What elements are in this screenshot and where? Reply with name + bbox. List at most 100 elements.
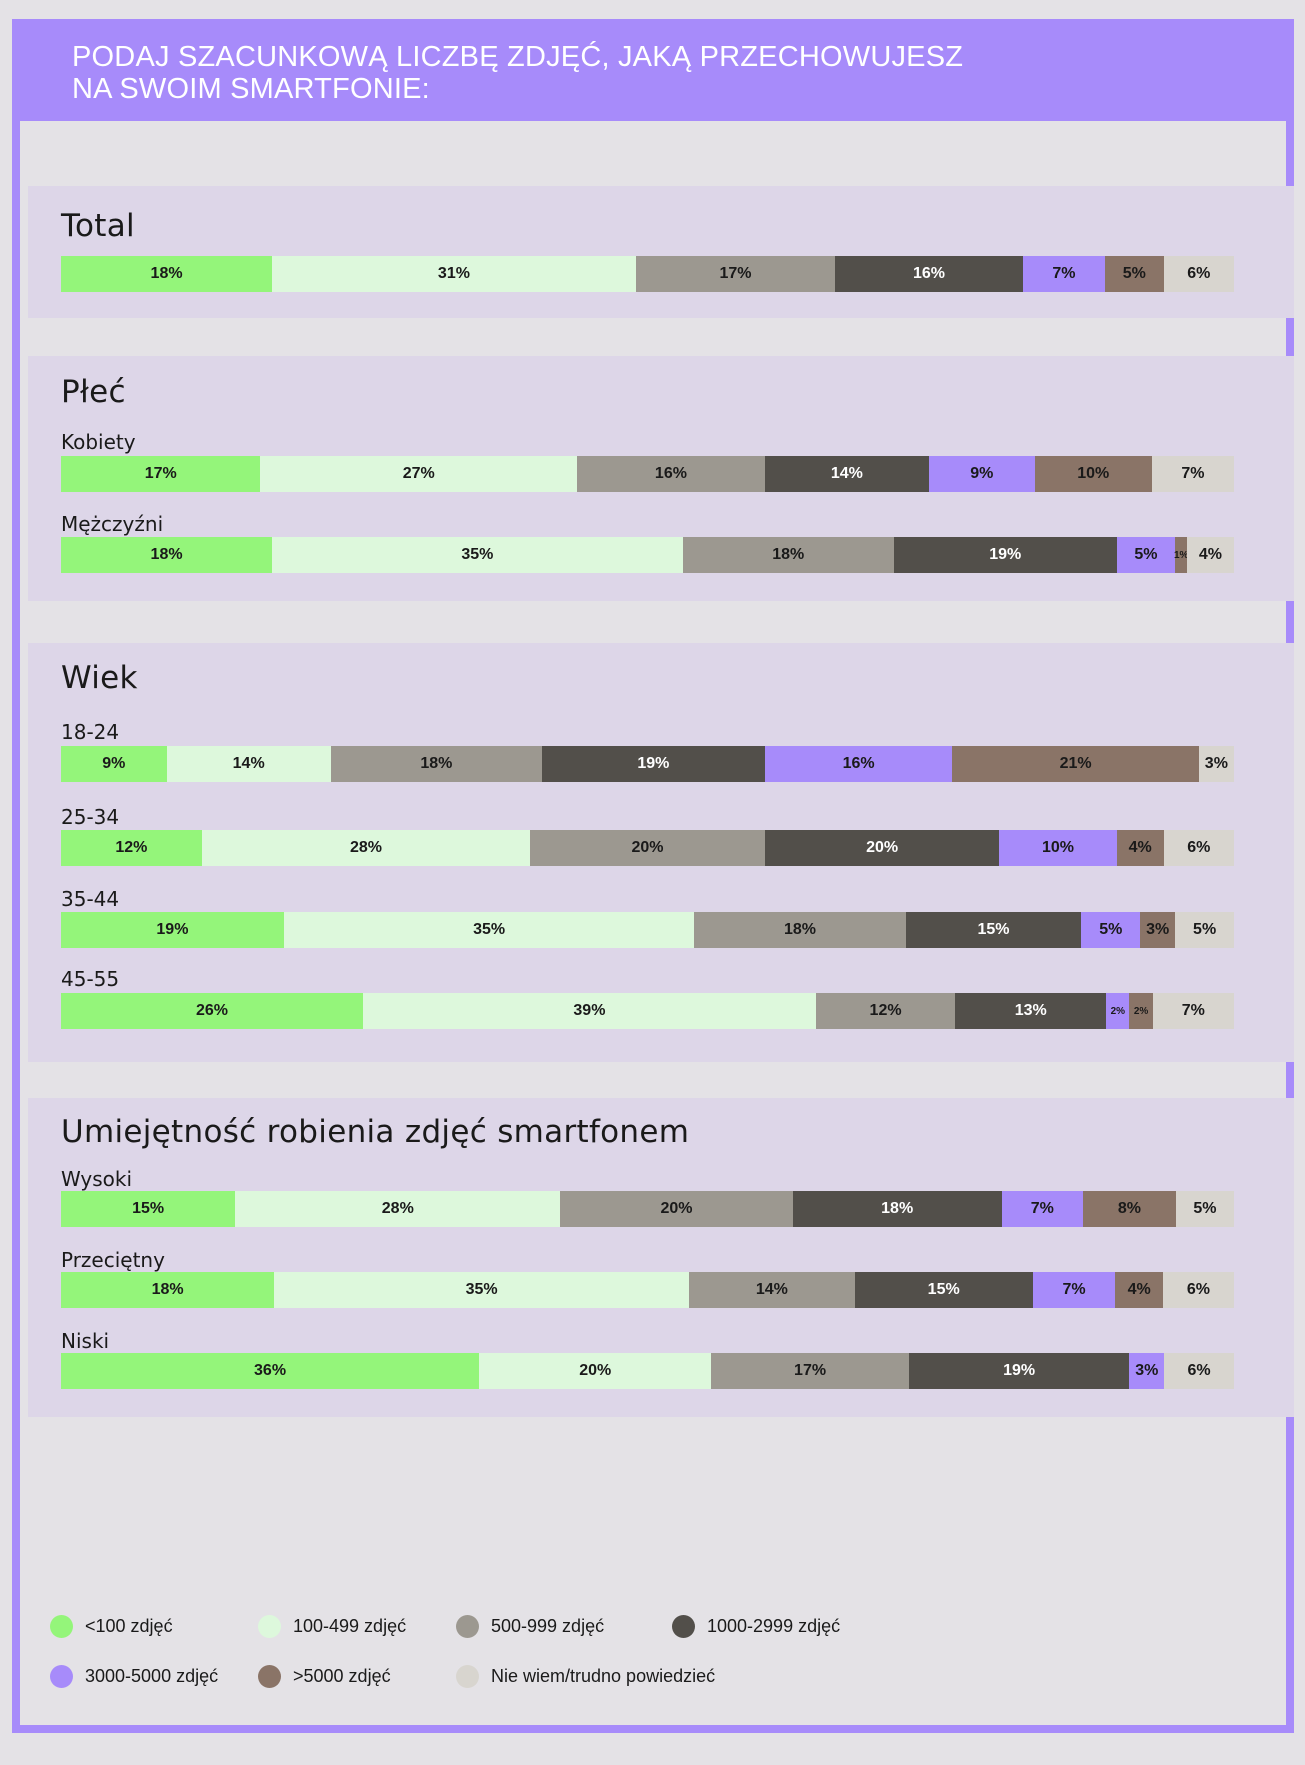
bar-segment-4: 16%	[835, 256, 1023, 292]
bar-segment-3: 16%	[577, 456, 765, 492]
bar-segment-7: 6%	[1162, 1272, 1234, 1308]
bar-segment-7: 7%	[1152, 993, 1234, 1029]
bar-segment-5: 5%	[1081, 912, 1141, 948]
bar-segment-6: 5%	[1104, 256, 1164, 292]
legend-item-4: 1000-2999 zdjęć	[672, 1615, 840, 1638]
chart-title-line-2: NA SWOIM SMARTFONIE:	[72, 73, 430, 105]
bar-segment-7: 5%	[1175, 1191, 1234, 1227]
bar-segment-2: 35%	[283, 912, 695, 948]
bar-segment-3: 18%	[682, 537, 894, 573]
stacked-bar: 18% 31% 17% 16% 7% 5% 6%	[61, 256, 1234, 292]
bar-segment-4: 18%	[792, 1191, 1002, 1227]
bar-segment-3: 18%	[694, 912, 906, 948]
bar-segment-1: 15%	[61, 1191, 236, 1227]
section-title-gender: Płeć	[61, 374, 126, 410]
section-skill: Umiejętność robienia zdjęć smartfonem Wy…	[28, 1098, 1294, 1417]
legend-swatch	[50, 1615, 73, 1638]
legend-item-5: 3000-5000 zdjęć	[50, 1665, 218, 1688]
stacked-bar: 17% 27% 16% 14% 9% 10% 7%	[61, 456, 1234, 492]
bar-segment-1: 19%	[61, 912, 284, 948]
row-label-niski: Niski	[61, 1329, 110, 1353]
section-total: Total 18% 31% 17% 16% 7% 5% 6%	[28, 186, 1294, 318]
stacked-bar: 12% 28% 20% 20% 10% 4% 6%	[61, 830, 1234, 866]
bar-segment-2: 28%	[201, 830, 531, 866]
row-label-45-55: 45-55	[61, 967, 120, 991]
legend-swatch	[50, 1665, 73, 1688]
bar-segment-5: 2%	[1106, 993, 1130, 1029]
bar-segment-2: 28%	[235, 1191, 561, 1227]
bar-segment-2: 39%	[362, 993, 816, 1029]
bar-segment-7: 7%	[1151, 456, 1234, 492]
bar-segment-4: 13%	[955, 993, 1107, 1029]
bar-segment-5: 16%	[764, 746, 953, 782]
bar-segment-3: 17%	[635, 256, 836, 292]
chart-header: PODAJ SZACUNKOWĄ LICZBĘ ZDJĘĆ, JAKĄ PRZE…	[20, 27, 1286, 121]
row-label-35-44: 35-44	[61, 887, 120, 911]
bar-segment-1: 26%	[61, 993, 363, 1029]
legend-label: Nie wiem/trudno powiedzieć	[491, 1666, 716, 1686]
legend-item-3: 500-999 zdjęć	[456, 1615, 604, 1638]
bar-segment-7: 5%	[1175, 912, 1234, 948]
legend-item-7: Nie wiem/trudno powiedzieć	[456, 1665, 715, 1688]
bar-segment-4: 19%	[908, 1353, 1130, 1389]
legend-item-2: 100-499 zdjęć	[258, 1615, 406, 1638]
section-title-skill: Umiejętność robienia zdjęć smartfonem	[61, 1114, 690, 1150]
legend-swatch	[258, 1615, 281, 1638]
bar-segment-4: 19%	[541, 746, 765, 782]
bar-segment-3: 18%	[330, 746, 542, 782]
bar-segment-6: 4%	[1115, 1272, 1163, 1308]
legend-swatch	[258, 1665, 281, 1688]
bar-segment-6: 4%	[1116, 830, 1164, 866]
bar-segment-1: 9%	[61, 746, 167, 782]
bar-segment-2: 35%	[272, 537, 683, 573]
legend-item-1: <100 zdjęć	[50, 1615, 173, 1638]
bar-segment-1: 12%	[61, 830, 202, 866]
bar-segment-3: 12%	[815, 993, 956, 1029]
row-label-18-24: 18-24	[61, 720, 120, 744]
bar-segment-2: 31%	[272, 256, 636, 292]
stacked-bar: 9% 14% 18% 19% 16% 21% 3%	[61, 746, 1234, 782]
bar-segment-3: 14%	[688, 1272, 855, 1308]
stacked-bar: 15% 28% 20% 18% 7% 8% 5%	[61, 1191, 1234, 1227]
bar-segment-5: 7%	[1032, 1272, 1116, 1308]
bar-segment-2: 27%	[260, 456, 578, 492]
legend-label: 1000-2999 zdjęć	[707, 1616, 841, 1636]
bar-segment-4: 20%	[764, 830, 1000, 866]
bar-segment-5: 7%	[1001, 1191, 1083, 1227]
bar-segment-7: 3%	[1198, 746, 1234, 782]
bar-segment-4: 15%	[905, 912, 1082, 948]
section-title-age: Wiek	[61, 660, 138, 696]
row-label-25-34: 25-34	[61, 805, 120, 829]
legend-swatch	[672, 1615, 695, 1638]
bar-segment-1: 36%	[61, 1353, 480, 1389]
bar-segment-6: 8%	[1083, 1191, 1176, 1227]
bar-segment-4: 15%	[854, 1272, 1033, 1308]
bar-segment-6: 3%	[1140, 912, 1176, 948]
chart-frame: PODAJ SZACUNKOWĄ LICZBĘ ZDJĘĆ, JAKĄ PRZE…	[12, 19, 1294, 1733]
stacked-bar: 19% 35% 18% 15% 5% 3% 5%	[61, 912, 1234, 948]
bar-segment-1: 17%	[61, 456, 261, 492]
bar-segment-1: 18%	[61, 537, 273, 573]
legend-label: <100 zdjęć	[85, 1616, 173, 1636]
stacked-bar: 26% 39% 12% 13% 2% 2% 7%	[61, 993, 1234, 1029]
bar-segment-5: 7%	[1022, 256, 1105, 292]
row-label-kobiety: Kobiety	[61, 430, 136, 454]
chart-title-line-1: PODAJ SZACUNKOWĄ LICZBĘ ZDJĘĆ, JAKĄ PRZE…	[72, 41, 964, 73]
legend-label: >5000 zdjęć	[293, 1666, 391, 1686]
bar-segment-3: 20%	[530, 830, 765, 866]
bar-segment-1: 18%	[61, 1272, 275, 1308]
section-age: Wiek 18-24 9% 14% 18% 19% 16% 21% 3% 25-34 12%…	[28, 643, 1294, 1062]
section-gender: Płeć Kobiety 17% 27% 16% 14% 9% 10% 7% Mężczyź…	[28, 356, 1294, 601]
bar-segment-7: 6%	[1163, 830, 1234, 866]
bar-segment-1: 18%	[61, 256, 273, 292]
legend-label: 3000-5000 zdjęć	[85, 1666, 219, 1686]
bar-segment-5: 5%	[1116, 537, 1176, 573]
bar-segment-4: 19%	[893, 537, 1117, 573]
bar-segment-7: 6%	[1163, 256, 1234, 292]
bar-segment-6: 1%	[1174, 537, 1188, 573]
row-label-wysoki: Wysoki	[61, 1167, 133, 1191]
bar-segment-5: 10%	[999, 830, 1117, 866]
bar-segment-6: 10%	[1034, 456, 1152, 492]
stacked-bar: 18% 35% 14% 15% 7% 4% 6%	[61, 1272, 1234, 1308]
bar-segment-6: 2%	[1129, 993, 1153, 1029]
